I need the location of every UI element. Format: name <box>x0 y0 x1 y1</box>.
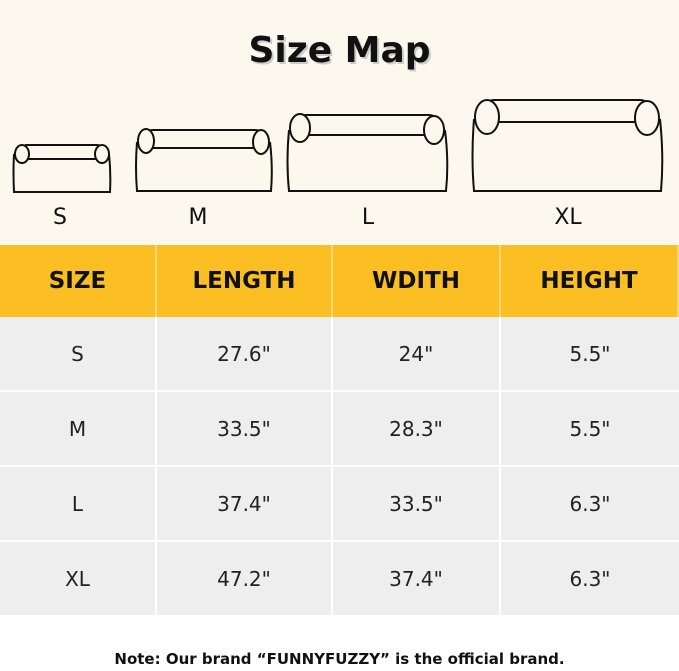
cell-height: 6.3" <box>569 566 611 591</box>
cell-length: 37.4" <box>157 467 333 540</box>
cell-width: 24" <box>333 317 501 390</box>
cell-length: 27.6" <box>157 317 333 390</box>
cell-size: M <box>0 392 157 465</box>
cell-width: 33.5" <box>333 467 501 540</box>
table-row: L 37.4" 33.5" 6.3" <box>0 467 679 542</box>
cell-size: S <box>0 317 157 390</box>
cell-height: 5.5" <box>569 341 611 366</box>
cell-length: 47.2" <box>157 542 333 615</box>
bed-label-xl: XL <box>554 205 582 230</box>
header-length: LENGTH <box>157 245 333 317</box>
header-size: SIZE <box>0 245 157 317</box>
page-title: Size Map <box>248 30 431 71</box>
bed-icon-s <box>12 144 112 193</box>
cell-height: 6.3" <box>569 491 611 516</box>
table-row: M 33.5" 28.3" 5.5" <box>0 392 679 467</box>
cell-size: XL <box>0 542 157 615</box>
size-table: SIZE LENGTH WDITH HEIGHT S 27.6" 24" 5.5… <box>0 245 679 617</box>
cell-width: 28.3" <box>333 392 501 465</box>
bed-label-m: M <box>188 205 208 230</box>
bed-label-s: S <box>53 205 67 230</box>
table-row: S 27.6" 24" 5.5" <box>0 317 679 392</box>
header-width: WDITH <box>333 245 501 317</box>
cell-length: 33.5" <box>157 392 333 465</box>
bed-icon-m <box>135 128 273 192</box>
table-header-row: SIZE LENGTH WDITH HEIGHT <box>0 245 679 317</box>
bed-icon-xl <box>471 99 664 192</box>
bed-label-l: L <box>361 205 375 230</box>
header-height: HEIGHT <box>501 245 679 317</box>
cell-width: 37.4" <box>333 542 501 615</box>
cell-height: 5.5" <box>569 416 611 441</box>
brand-note: Note: Our brand “FUNNYFUZZY” is the offi… <box>114 650 565 668</box>
bed-icon-l <box>286 113 449 192</box>
cell-size: L <box>0 467 157 540</box>
table-row: XL 47.2" 37.4" 6.3" <box>0 542 679 617</box>
